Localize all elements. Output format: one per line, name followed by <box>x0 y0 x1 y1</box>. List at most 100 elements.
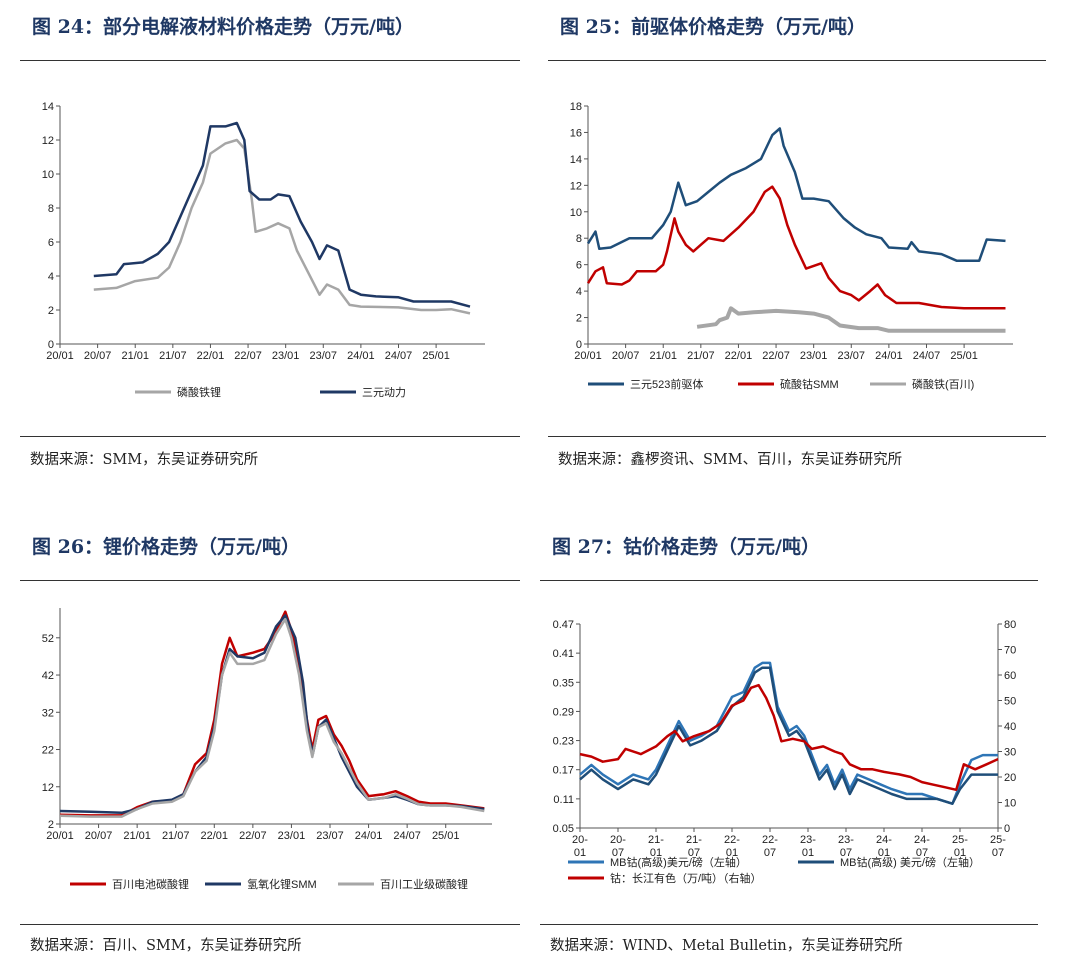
chart-title: 图 25：前驱体价格走势（万元/吨） <box>560 16 866 38</box>
source-rule <box>20 436 520 437</box>
y-tick-label: 0.29 <box>553 706 574 718</box>
y-tick-label: 16 <box>570 127 582 139</box>
x-tick-label: 23/07 <box>310 350 338 362</box>
x-tick-label: 24/01 <box>875 350 903 362</box>
y-tick-label: 0.17 <box>553 765 574 777</box>
y-tick-label: 2 <box>48 305 54 317</box>
legend-label: 百川工业级碳酸锂 <box>380 877 468 891</box>
x-tick-label: 07 <box>840 847 852 859</box>
y-tick-label: 32 <box>42 707 54 719</box>
x-tick-label: 21/07 <box>159 350 187 362</box>
y-tick-label: 2 <box>48 819 54 831</box>
y-tick-label: 0 <box>48 339 54 351</box>
y-tick-label: 10 <box>42 169 54 181</box>
chart-title: 图 27：钴价格走势（万元/吨） <box>552 536 820 558</box>
legend-label: 三元动力 <box>362 386 406 399</box>
x-tick-label: 07 <box>612 847 624 859</box>
x-tick-label: 24- <box>914 834 930 846</box>
x-tick-label: 25- <box>952 834 968 846</box>
chart-panel-27: 图 27：钴价格走势（万元/吨） 0.05 0.11 0.17 0.23 0.29 0.3… <box>540 532 1038 972</box>
x-tick-label: 23/07 <box>316 830 344 842</box>
x-tick-label: 24/07 <box>385 350 413 362</box>
title-rule <box>20 60 520 61</box>
series-line <box>59 614 485 815</box>
x-tick-label: 21/07 <box>162 830 190 842</box>
x-tick-label: 25/01 <box>432 830 460 842</box>
x-tick-label: 21/01 <box>649 350 677 362</box>
legend-label: 百川电池碳酸锂 <box>112 877 189 891</box>
x-tick-label: 20- <box>610 834 626 846</box>
x-tick-label: 20/01 <box>46 830 74 842</box>
chart-panel-24: 图 24：部分电解液材料价格走势（万元/吨） 0 2 4 6 8 10 12 14 20/01 2… <box>20 12 520 482</box>
x-tick-label: 07 <box>916 847 928 859</box>
chart-source: 数据来源：WIND、Metal Bulletin，东吴证券研究所 <box>550 938 903 954</box>
y-tick-label: 0.05 <box>553 823 574 835</box>
y-right-tick-label: 80 <box>1004 619 1016 631</box>
x-tick-label: 23- <box>838 834 854 846</box>
y-tick-label: 0.23 <box>553 736 574 748</box>
title-rule <box>540 580 1038 581</box>
y-tick-label: 18 <box>570 101 582 113</box>
y-tick-label: 12 <box>570 180 582 192</box>
y-tick-label: 42 <box>42 670 54 682</box>
line-chart: 0 2 4 6 8 10 12 14 20/01 20/07 21/01 21/07 22/01 22/0… <box>42 101 485 399</box>
legend-label: MB钴(高级)美元/磅（左轴） <box>610 855 747 869</box>
legend-label: 磷酸铁锂 <box>177 385 221 399</box>
x-tick-label: 07 <box>992 847 1004 859</box>
y-tick-label: 6 <box>576 260 582 272</box>
chart-panel-26: 图 26：锂价格走势（万元/吨） 2 12 22 32 42 52 20/01 20/07 21… <box>20 532 520 972</box>
source-rule <box>540 924 1038 925</box>
y-tick-label: 2 <box>576 313 582 325</box>
x-tick-label: 20/01 <box>574 350 602 362</box>
y-right-tick-label: 30 <box>1004 747 1016 759</box>
x-tick-label: 23/07 <box>838 350 866 362</box>
y-tick-label: 0 <box>576 339 582 351</box>
chart-title: 图 24：部分电解液材料价格走势（万元/吨） <box>32 16 414 38</box>
x-tick-label: 23/01 <box>272 350 300 362</box>
x-tick-label: 23/01 <box>278 830 306 842</box>
y-tick-label: 6 <box>48 237 54 249</box>
x-tick-label: 24- <box>876 834 892 846</box>
chart-panel-25: 图 25：前驱体价格走势（万元/吨） 0 2 4 6 8 10 12 14 16 18 20/01 2… <box>548 12 1046 482</box>
legend-label: MB钴(高级) 美元/磅（左轴） <box>840 855 980 869</box>
y-tick-label: 4 <box>48 271 54 283</box>
x-tick-label: 25/01 <box>422 350 450 362</box>
title-rule <box>20 580 520 581</box>
series-line <box>59 617 485 818</box>
x-tick-label: 22- <box>724 834 740 846</box>
y-tick-label: 14 <box>570 154 582 166</box>
y-tick-label: 52 <box>42 633 54 645</box>
legend-label: 磷酸铁(百川) <box>912 377 974 391</box>
y-tick-label: 0.11 <box>553 794 574 806</box>
x-tick-label: 21/07 <box>687 350 715 362</box>
chart-source: 数据来源：百川、SMM，东吴证券研究所 <box>30 938 302 954</box>
x-tick-label: 01 <box>802 847 814 859</box>
dual-axis-line-chart: 0.050.110.170.230.290.350.410.4701020304… <box>553 619 1017 885</box>
x-tick-label: 22/07 <box>234 350 262 362</box>
series-line <box>696 306 1006 333</box>
series-line <box>586 185 1006 310</box>
x-tick-label: 21- <box>686 834 702 846</box>
x-tick-label: 21/01 <box>123 830 151 842</box>
x-tick-label: 22/01 <box>201 830 229 842</box>
x-tick-label: 22/07 <box>762 350 790 362</box>
y-tick-label: 8 <box>48 203 54 215</box>
y-right-tick-label: 10 <box>1004 798 1016 810</box>
y-right-tick-label: 20 <box>1004 772 1016 784</box>
x-tick-label: 20/07 <box>85 830 113 842</box>
x-tick-label: 20/01 <box>46 350 74 362</box>
x-tick-label: 24/07 <box>913 350 941 362</box>
x-tick-label: 20- <box>572 834 588 846</box>
x-tick-label: 01 <box>650 847 662 859</box>
x-tick-label: 22- <box>762 834 778 846</box>
x-tick-label: 21- <box>648 834 664 846</box>
chart-source: 数据来源：SMM，东吴证券研究所 <box>30 452 259 468</box>
legend-label: 三元523前驱体 <box>630 377 703 391</box>
legend-label: 氢氧化锂SMM <box>247 877 317 891</box>
series-line <box>586 127 1006 262</box>
x-tick-label: 23- <box>800 834 816 846</box>
y-right-tick-label: 70 <box>1004 645 1016 657</box>
x-tick-label: 22/01 <box>197 350 225 362</box>
x-tick-label: 07 <box>764 847 776 859</box>
y-tick-label: 0.41 <box>553 648 574 660</box>
